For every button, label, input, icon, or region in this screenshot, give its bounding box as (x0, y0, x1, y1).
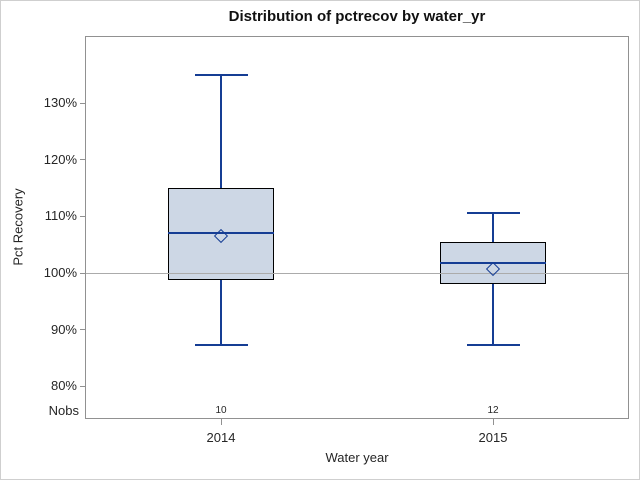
y-tick-label: 90% (50, 321, 77, 337)
x-axis-title: Water year (325, 450, 389, 465)
y-tick-label: 100% (43, 265, 77, 281)
y-tick-mark (80, 385, 85, 387)
reference-line (86, 272, 628, 274)
chart-title: Distribution of pctrecov by water_yr (228, 8, 486, 25)
y-tick-mark (80, 329, 85, 331)
plot-area (85, 36, 629, 419)
y-tick-mark (80, 102, 85, 104)
iqr-box (168, 188, 274, 281)
nobs-value: 10 (215, 405, 227, 416)
whisker-cap-upper (194, 74, 248, 77)
y-tick-mark (80, 159, 85, 161)
y-tick-label: 130% (43, 95, 77, 111)
nobs-row-label: Nobs (48, 403, 79, 418)
median-line (440, 261, 546, 264)
y-tick-label: 120% (43, 151, 77, 167)
whisker-cap-lower (466, 344, 520, 347)
whisker-stem-lower (220, 280, 222, 345)
y-tick-label: 80% (50, 378, 77, 394)
y-tick-mark (80, 215, 85, 217)
x-category-label: 2015 (478, 430, 508, 445)
y-tick-mark (80, 272, 85, 274)
y-tick-label: 110% (44, 208, 77, 224)
x-category-label: 2014 (206, 430, 236, 445)
x-tick-mark (492, 419, 494, 425)
whisker-stem-lower (492, 284, 494, 346)
x-tick-mark (220, 419, 222, 425)
whisker-cap-lower (194, 343, 248, 346)
whisker-cap-upper (466, 212, 520, 215)
y-axis-title: Pct Recovery (10, 188, 26, 266)
whisker-stem-upper (492, 213, 494, 242)
whisker-stem-upper (220, 75, 222, 189)
nobs-value: 12 (487, 405, 499, 416)
median-line (168, 231, 274, 234)
